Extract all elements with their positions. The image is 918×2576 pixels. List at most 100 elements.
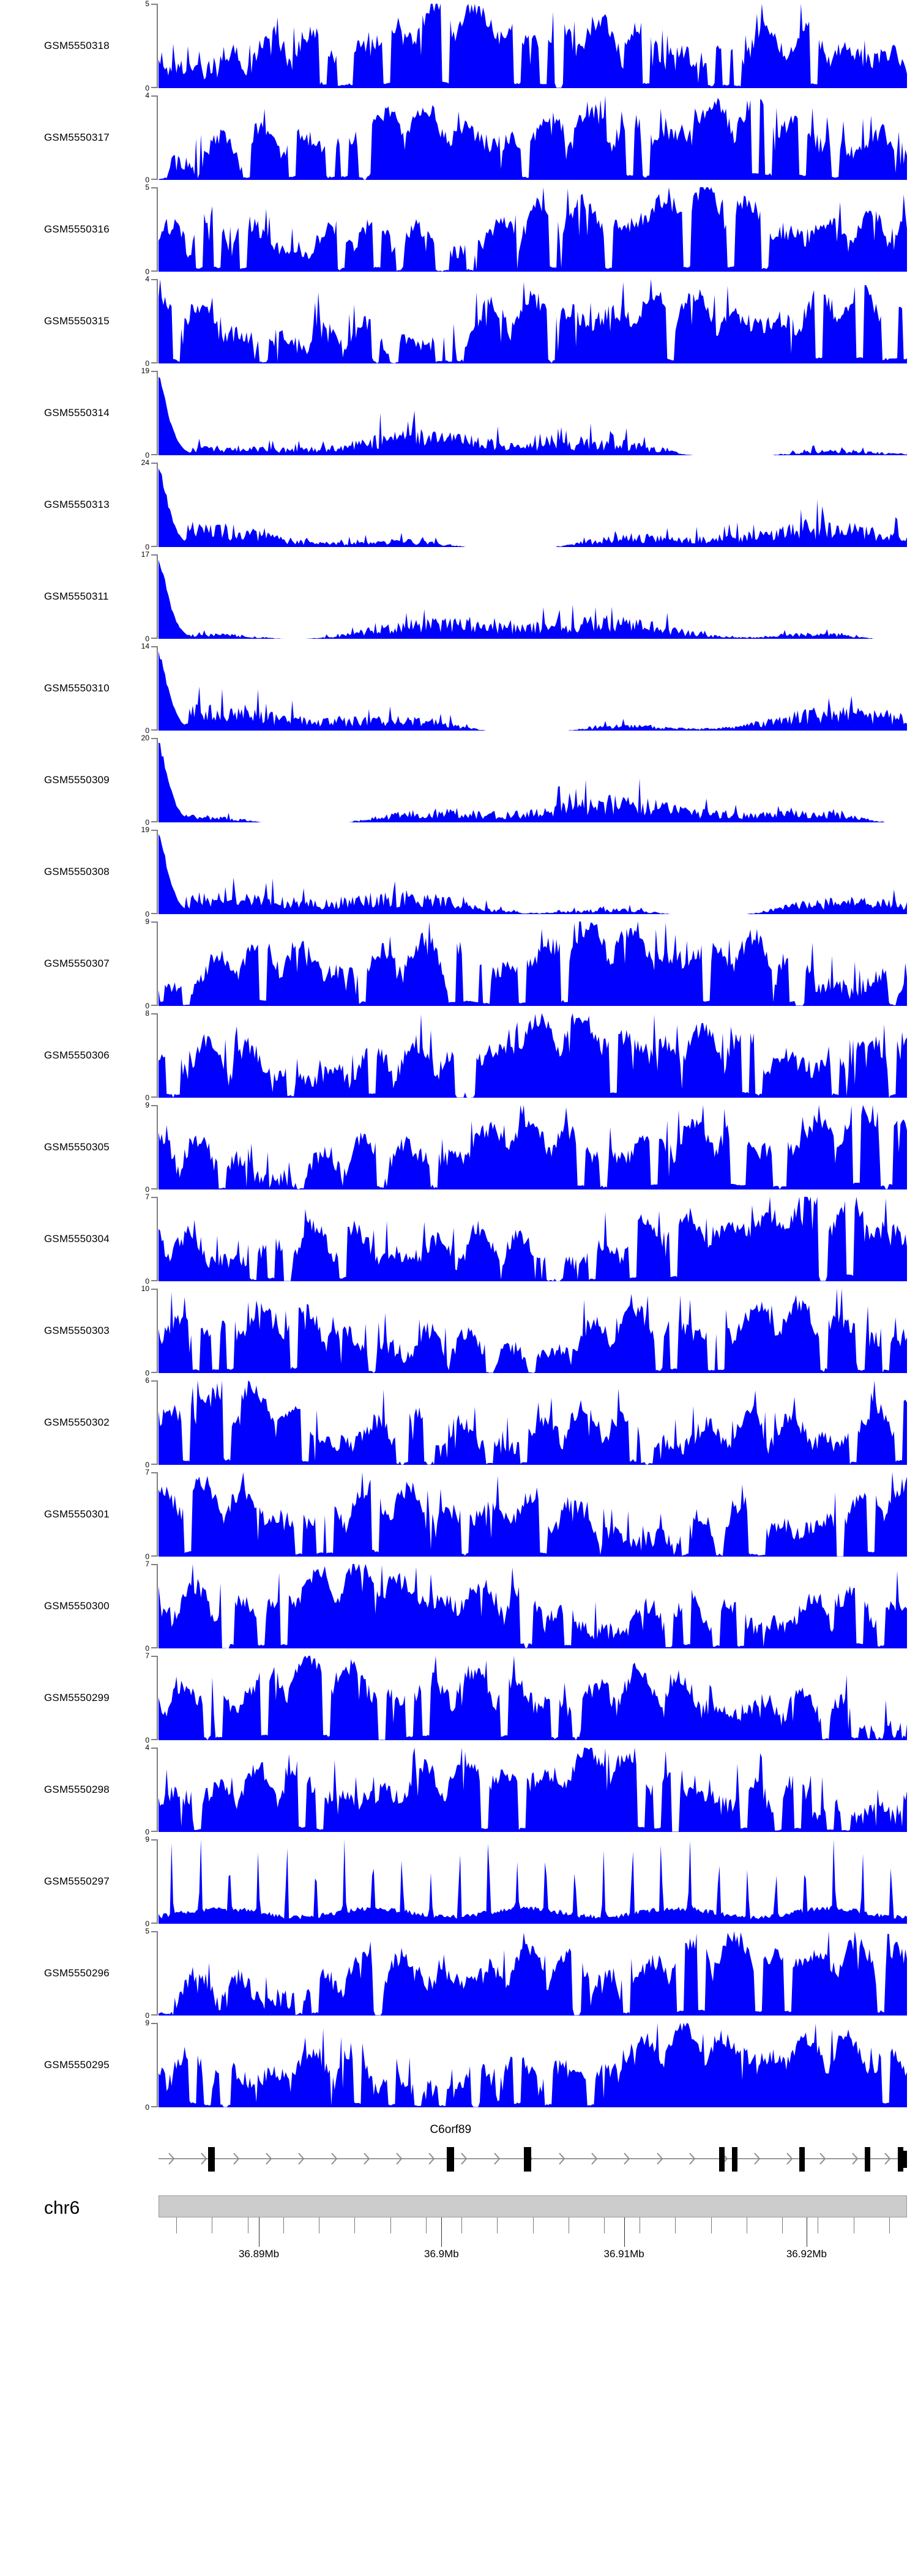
strand-arrow-icon [297,2151,305,2166]
gene-exon[interactable] [718,2147,725,2172]
strand-arrow-icon [460,2151,468,2166]
axis-tick-label: 36.92Mb [786,2248,827,2260]
coverage-track: GSM5550307 9 0 [0,918,918,1010]
strand-arrow-icon [395,2151,403,2166]
coverage-area-plot[interactable] [159,1472,907,1557]
y-axis-max-label: 7 [145,1193,149,1201]
coverage-area-plot[interactable] [159,1289,907,1373]
track-y-axis: 19 0 [133,826,158,918]
y-axis-min-label: 0 [145,84,149,92]
gene-utr-block[interactable] [903,2151,907,2168]
coverage-area-plot[interactable] [159,1564,907,1648]
y-axis-tick-max [151,187,158,188]
y-axis-min-label: 0 [145,1461,149,1469]
y-axis-line [157,1748,158,1832]
gene-exon[interactable] [523,2147,531,2172]
strand-arrow-icon [330,2151,338,2166]
strand-arrow-icon [884,2151,892,2166]
y-axis-max-label: 4 [145,91,149,100]
axis-tick-label: 36.9Mb [424,2248,459,2260]
y-axis-line [157,1564,158,1648]
coverage-area-plot[interactable] [159,1656,907,1740]
y-axis-tick-min [151,2106,158,2107]
y-axis-line [157,1380,158,1465]
coverage-area-plot[interactable] [159,187,907,272]
track-sample-label: GSM5550316 [44,223,110,235]
coverage-area-plot[interactable] [159,1748,907,1832]
coverage-area-plot[interactable] [159,1839,907,1924]
y-axis-tick-min [151,1923,158,1924]
strand-arrow-icon [363,2151,371,2166]
coverage-area-plot[interactable] [159,830,907,914]
coverage-area-plot[interactable] [159,2023,907,2107]
y-axis-tick-max [151,1472,158,1473]
y-axis-max-label: 9 [145,1835,149,1844]
coverage-track: GSM5550295 9 0 [0,2019,918,2111]
coverage-area-plot[interactable] [159,1197,907,1281]
strand-arrow-icon [819,2151,827,2166]
coverage-track: GSM5550299 7 0 [0,1652,918,1744]
coverage-area-plot[interactable] [159,646,907,731]
axis-tick-label: 36.91Mb [603,2248,644,2260]
y-axis-min-label: 0 [145,635,149,643]
gene-exon[interactable] [898,2147,904,2172]
track-sample-label: GSM5550318 [44,40,110,51]
coverage-area-plot[interactable] [159,1380,907,1465]
coverage-track: GSM5550310 14 0 [0,642,918,734]
coverage-track: GSM5550300 7 0 [0,1560,918,1652]
coverage-area-plot[interactable] [159,95,907,180]
track-sample-label: GSM5550299 [44,1692,110,1703]
y-axis-line [157,1289,158,1373]
coverage-area-plot[interactable] [159,4,907,88]
coverage-track: GSM5550317 4 0 [0,92,918,184]
y-axis-line [157,554,158,639]
y-axis-tick-min [151,362,158,363]
y-axis-tick-min [151,638,158,639]
y-axis-tick-min [151,1280,158,1281]
gene-body[interactable] [159,2145,907,2173]
y-axis-tick-min [151,1464,158,1465]
coverage-area-plot[interactable] [159,279,907,363]
coverage-area-plot[interactable] [159,738,907,822]
axis-minor-tick [354,2217,356,2233]
gene-exon[interactable] [731,2147,737,2172]
axis-minor-tick [461,2217,463,2233]
strand-arrow-icon [558,2151,566,2166]
strand-arrow-icon [851,2151,859,2166]
coverage-area-plot[interactable] [159,371,907,455]
coverage-area-plot[interactable] [159,1013,907,1098]
ideogram-bar[interactable] [159,2195,907,2217]
coverage-area-plot[interactable] [159,1105,907,1189]
coverage-track: GSM5550308 19 0 [0,826,918,918]
coverage-area-plot[interactable] [159,463,907,547]
gene-exon[interactable] [865,2147,871,2172]
track-sample-label: GSM5550317 [44,132,110,143]
y-axis-line [157,1197,158,1281]
coverage-area-plot[interactable] [159,554,907,639]
coverage-area-plot[interactable] [159,921,907,1006]
coverage-track: GSM5550316 5 0 [0,184,918,275]
y-axis-min-label: 0 [145,451,149,460]
coverage-track: GSM5550296 5 0 [0,1927,918,2019]
y-axis-tick-min [151,270,158,272]
y-axis-tick-max [151,646,158,647]
coverage-area-plot[interactable] [159,1931,907,2016]
coverage-track-list: GSM5550318 5 0 GSM5550317 4 0 GSM5550316 5 0 GSM5… [0,0,918,2111]
y-axis-tick-min [151,87,158,88]
y-axis-min-label: 0 [145,1002,149,1010]
gene-exon[interactable] [447,2147,455,2172]
track-sample-label: GSM5550302 [44,1416,110,1428]
gene-exon[interactable] [207,2147,215,2172]
gene-exon[interactable] [799,2147,805,2172]
track-sample-label: GSM5550304 [44,1233,110,1245]
axis-minor-tick [283,2217,284,2233]
coverage-track: GSM5550306 8 0 [0,1010,918,1101]
strand-arrow-icon [233,2151,241,2166]
y-axis-line [157,4,158,88]
coverage-track: GSM5550315 4 0 [0,275,918,367]
y-axis-min-label: 0 [145,1185,149,1194]
